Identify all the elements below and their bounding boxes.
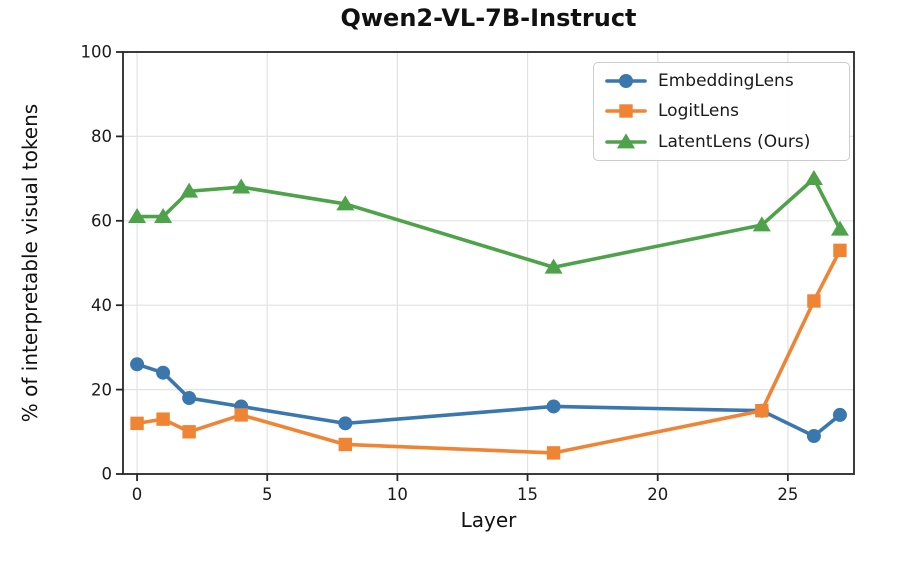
y-tick-label: 20	[91, 380, 112, 399]
series-latentlens-ours-triangle-marker-icon	[180, 182, 199, 198]
chart-title: Qwen2-VL-7B-Instruct	[340, 4, 637, 32]
series-logitlens-square-marker-icon	[156, 412, 170, 426]
series-logitlens-square-marker-icon	[755, 404, 769, 418]
legend-sample-latentlens-ours	[605, 133, 647, 149]
plot-border	[122, 51, 855, 475]
x-tick-label: 0	[132, 485, 143, 504]
legend-sample-embeddinglens	[605, 74, 647, 89]
legend-item-logitlens: LogitLens	[604, 99, 845, 123]
series-logitlens-square-marker-icon	[234, 408, 248, 422]
x-axis-label: Layer	[460, 508, 517, 532]
legend-label-embeddinglens: EmbeddingLens	[658, 71, 794, 92]
series-embeddinglens-circle-marker-icon	[338, 416, 353, 431]
series-latentlens-ours-triangle-marker-icon	[336, 195, 355, 211]
legend-latentlens-ours-triangle-marker-icon	[617, 133, 635, 149]
series-logitlens-square-marker-icon	[338, 437, 353, 452]
series-embeddinglens-circle-marker-icon	[182, 391, 197, 406]
legend-logitlens-square-marker-icon	[619, 104, 633, 119]
legend-item-latentlens-ours: LatentLens (Ours)	[604, 130, 845, 154]
series-logitlens-square-marker-icon	[833, 243, 847, 258]
y-tick-label: 60	[91, 212, 112, 231]
series-latentlens-ours-triangle-marker-icon	[544, 258, 563, 274]
series-latentlens-ours-triangle-marker-icon	[804, 170, 823, 185]
series-latentlens-ours-triangle-marker-icon	[232, 178, 251, 194]
series-logitlens	[130, 243, 847, 460]
series-embeddinglens-circle-marker-icon	[130, 357, 145, 372]
series-logitlens-square-marker-icon	[807, 294, 821, 308]
series-logitlens-square-marker-icon	[546, 446, 561, 460]
y-tick-label: 80	[91, 127, 112, 146]
y-tick-label: 100	[81, 43, 113, 62]
series-latentlens-ours-triangle-marker-icon	[128, 207, 147, 223]
legend: EmbeddingLens LogitLens LatentLens (Ours)	[593, 62, 850, 161]
series-latentlens-ours	[128, 170, 849, 274]
x-tick-label: 5	[262, 485, 273, 504]
legend-embeddinglens-circle-marker-icon	[619, 74, 633, 89]
legend-label-latentlens-ours: LatentLens (Ours)	[658, 131, 811, 152]
legend-item-embeddinglens: EmbeddingLens	[604, 69, 845, 93]
x-tick-label: 10	[387, 485, 408, 504]
x-tick-label: 20	[647, 485, 668, 504]
series-logitlens-square-marker-icon	[182, 425, 196, 439]
series-embeddinglens-circle-marker-icon	[806, 429, 821, 444]
series-latentlens-ours-triangle-marker-icon	[154, 207, 173, 223]
series-embeddinglens-circle-marker-icon	[546, 399, 561, 414]
axis-ticks: 0 5 10 15 20 25 0 20 40 60 80 100	[81, 43, 799, 504]
series-embeddinglens-circle-marker-icon	[832, 407, 847, 422]
series-embeddinglens	[130, 357, 847, 444]
series-logitlens-square-marker-icon	[130, 416, 144, 431]
legend-label-logitlens: LogitLens	[658, 101, 740, 122]
y-axis-label: % of interpretable visual tokens	[18, 103, 42, 423]
series-latentlens-ours-triangle-marker-icon	[752, 216, 771, 232]
y-tick-label: 40	[91, 296, 112, 315]
legend-sample-logitlens	[605, 104, 647, 119]
x-tick-label: 15	[517, 485, 538, 504]
series-latentlens-ours-triangle-marker-icon	[830, 220, 849, 236]
x-tick-label: 25	[777, 485, 798, 504]
series-logitlens-line	[135, 248, 842, 455]
series-embeddinglens-circle-marker-icon	[156, 365, 171, 380]
y-tick-label: 0	[102, 465, 113, 484]
